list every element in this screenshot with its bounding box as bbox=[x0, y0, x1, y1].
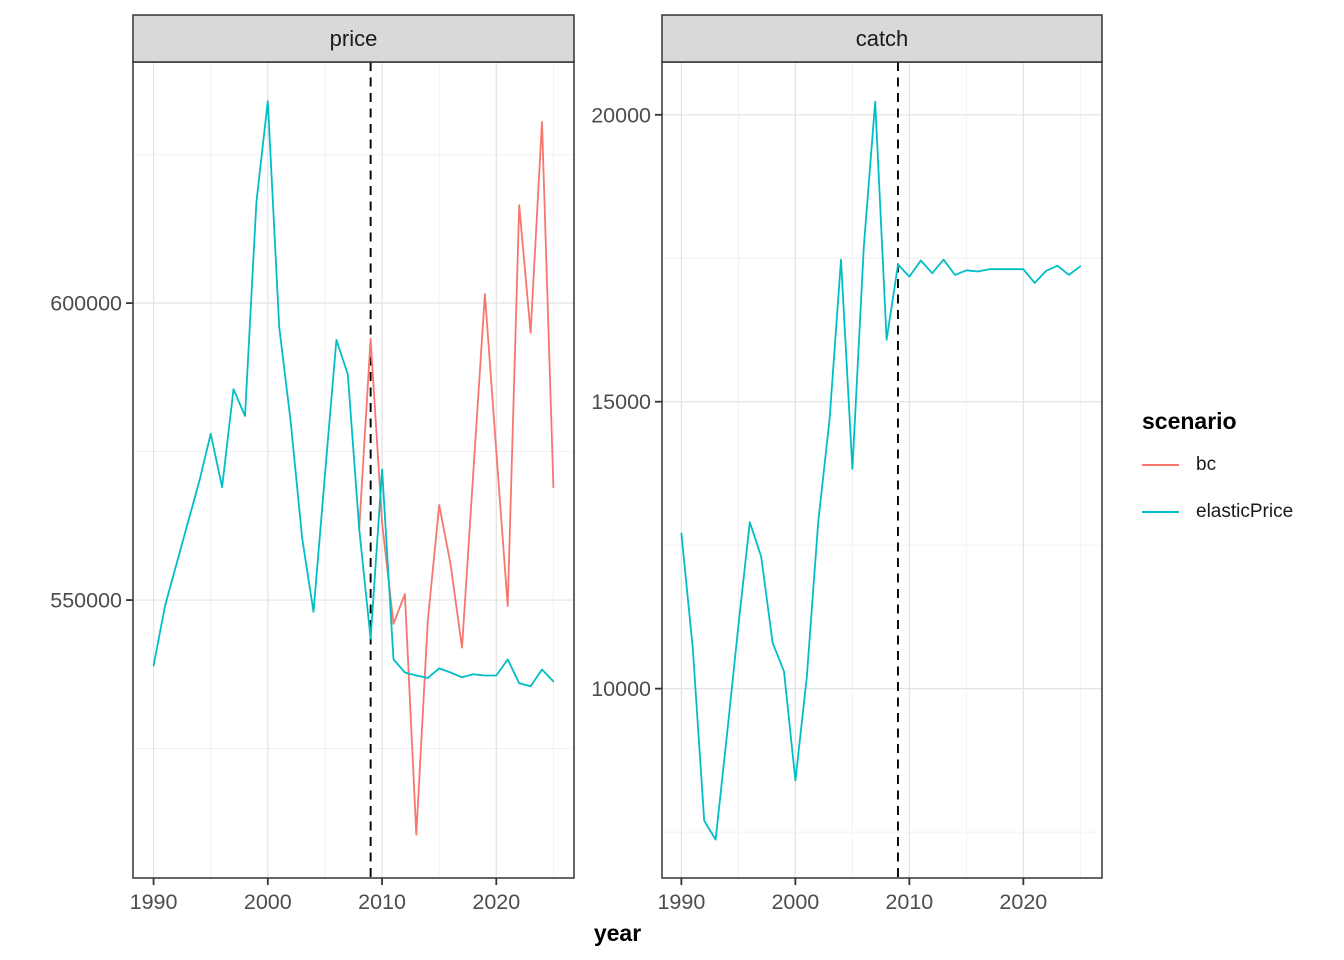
y-tick-label: 10000 bbox=[591, 677, 651, 701]
x-tick-label: 2010 bbox=[885, 890, 933, 914]
x-tick-label: 2020 bbox=[472, 890, 520, 914]
legend-item-elasticPrice: elasticPrice bbox=[1142, 499, 1342, 525]
x-tick-label: 2020 bbox=[999, 890, 1047, 914]
legend-label-bc: bc bbox=[1196, 454, 1217, 475]
y-tick-label: 15000 bbox=[591, 390, 651, 414]
series-elasticPrice-catch bbox=[680, 100, 1082, 841]
legend-key-line-elasticPrice bbox=[1142, 511, 1179, 513]
x-tick-label: 1990 bbox=[130, 890, 178, 914]
x-axis-title: year bbox=[593, 920, 642, 946]
x-tick-label: 1990 bbox=[657, 890, 705, 914]
panel-catch bbox=[662, 62, 1102, 878]
legend-key-line-bc bbox=[1142, 464, 1179, 466]
facet-strip-price bbox=[132, 14, 575, 63]
legend-title: scenario bbox=[1142, 408, 1237, 434]
facet-strip-catch bbox=[661, 14, 1103, 63]
y-tick-label: 550000 bbox=[50, 589, 122, 613]
legend-label-elasticPrice: elasticPrice bbox=[1196, 501, 1294, 522]
facet-strip-label-catch: catch bbox=[855, 26, 909, 51]
x-tick-label: 2010 bbox=[358, 890, 406, 914]
x-tick-label: 2000 bbox=[771, 890, 819, 914]
y-tick-label: 600000 bbox=[50, 292, 122, 316]
series-elasticPrice-price bbox=[152, 100, 555, 688]
facet-strip-label-price: price bbox=[329, 26, 378, 51]
y-tick-label: 20000 bbox=[591, 103, 651, 127]
series-bc-price bbox=[358, 121, 555, 836]
legend-item-bc: bc bbox=[1142, 452, 1342, 478]
panel-price bbox=[133, 62, 574, 878]
legend: scenario bc elasticPrice bbox=[1142, 408, 1342, 546]
x-tick-label: 2000 bbox=[244, 890, 292, 914]
